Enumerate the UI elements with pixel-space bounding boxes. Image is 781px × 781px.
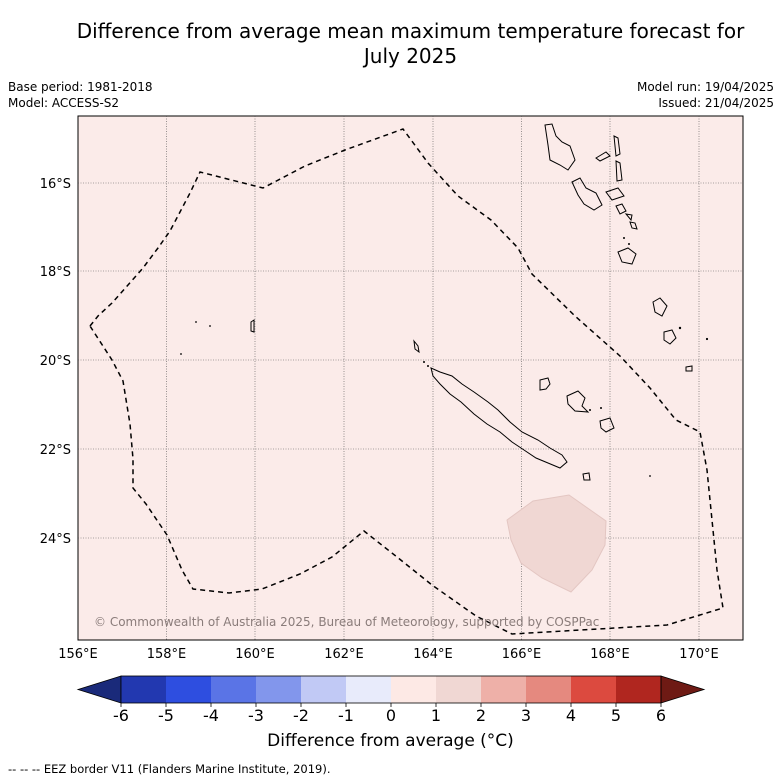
anomaly-patch <box>506 494 607 593</box>
colorbar-tick-label: 1 <box>431 706 441 725</box>
title-line-2: July 2025 <box>363 44 458 68</box>
eez-legend-note: -- -- -- EEZ border V11 (Flanders Marine… <box>8 762 331 776</box>
new-caledonia-island <box>430 367 568 469</box>
colorbar-ticks: -6 -5 -4 -3 -2 -1 0 1 2 3 4 5 6 <box>113 703 666 725</box>
tanna-island <box>663 329 677 345</box>
maewo-island <box>613 135 621 157</box>
lon-label-156e: 156°E <box>58 647 98 662</box>
lat-label-22s: 22°S <box>40 443 71 458</box>
colorbar-label: Difference from average (°C) <box>267 731 514 751</box>
model-run: Model run: 19/04/2025 <box>636 80 774 94</box>
lon-label-166e: 166°E <box>502 647 542 662</box>
erromango-island <box>652 297 668 317</box>
ambae-island <box>595 151 611 162</box>
colorbar-cell <box>211 676 256 703</box>
chesterfield-islet <box>250 319 255 333</box>
colorbar-cell <box>526 676 571 703</box>
malakula-island <box>571 177 603 211</box>
longitude-labels: 156°E 158°E 160°E 162°E 164°E 166°E 168°… <box>58 647 719 662</box>
base-period: Base period: 1981-2018 <box>8 80 153 94</box>
lon-label-160e: 160°E <box>235 647 275 662</box>
colorbar-extend-high <box>660 675 706 704</box>
colorbar-tick-label: -2 <box>293 706 309 725</box>
colorbar-tick-label: -4 <box>203 706 219 725</box>
epi-islands <box>615 203 633 222</box>
colorbar-tick-label: 3 <box>521 706 531 725</box>
colorbar-cell <box>346 676 391 703</box>
colorbar-cell <box>436 676 481 703</box>
colorbar-tick-label: -6 <box>113 706 129 725</box>
copyright-text: © Commonwealth of Australia 2025, Bureau… <box>94 615 599 629</box>
lon-label-162e: 162°E <box>324 647 364 662</box>
lon-label-168e: 168°E <box>590 647 630 662</box>
colorbar: -6 -5 -4 -3 -2 -1 0 1 2 3 4 5 6 <box>76 675 706 725</box>
graticule <box>78 116 743 640</box>
lat-label-16s: 16°S <box>40 177 71 192</box>
ambrym-island <box>605 187 625 201</box>
colorbar-cell <box>121 676 166 703</box>
lifou-island <box>566 390 590 413</box>
colorbar-tick-label: 2 <box>476 706 486 725</box>
efate-island <box>617 247 637 265</box>
colorbar-cell <box>256 676 301 703</box>
model-name: Model: ACCESS-S2 <box>8 96 120 110</box>
lon-label-164e: 164°E <box>413 647 453 662</box>
colorbar-tick-label: 0 <box>386 706 396 725</box>
colorbar-tick-label: 5 <box>611 706 621 725</box>
colorbar-cell <box>166 676 211 703</box>
map-area <box>77 115 744 641</box>
colorbar-cells <box>76 675 706 704</box>
lat-label-20s: 20°S <box>40 354 71 369</box>
meta-right: Model run: 19/04/2025 Issued: 21/04/2025 <box>637 79 774 111</box>
colorbar-cell <box>391 676 436 703</box>
colorbar-cell <box>301 676 346 703</box>
colorbar-tick-label: 6 <box>656 706 666 725</box>
map-title: Difference from average mean maximum tem… <box>40 19 781 69</box>
mare-island <box>599 417 615 433</box>
lat-label-18s: 18°S <box>40 265 71 280</box>
colorbar-tick-label: -5 <box>158 706 174 725</box>
lon-label-170e: 170°E <box>679 647 719 662</box>
colorbar-cell <box>616 676 661 703</box>
pentecost-island <box>615 160 623 182</box>
latitude-labels: 16°S 18°S 20°S 22°S 24°S <box>40 177 71 547</box>
title-line-1: Difference from average mean maximum tem… <box>76 19 745 43</box>
ouvea-island <box>539 377 551 391</box>
small-islets <box>180 237 709 477</box>
belep-islands <box>413 339 420 354</box>
colorbar-tick-label: 4 <box>566 706 576 725</box>
meta-left: Base period: 1981-2018 Model: ACCESS-S2 <box>8 79 153 111</box>
shepherd-islands <box>629 221 638 230</box>
espiritu-santo-island <box>544 123 576 171</box>
issued-date: Issued: 21/04/2025 <box>658 96 774 110</box>
colorbar-tick-label: -1 <box>338 706 354 725</box>
colorbar-extend-low <box>76 675 122 704</box>
isle-of-pines <box>582 472 591 481</box>
lat-label-24s: 24°S <box>40 532 71 547</box>
lon-label-158e: 158°E <box>147 647 187 662</box>
colorbar-cell <box>481 676 526 703</box>
colorbar-tick-label: -3 <box>248 706 264 725</box>
eez-border <box>89 128 724 635</box>
colorbar-cell <box>571 676 616 703</box>
aneityum-island <box>685 365 693 372</box>
